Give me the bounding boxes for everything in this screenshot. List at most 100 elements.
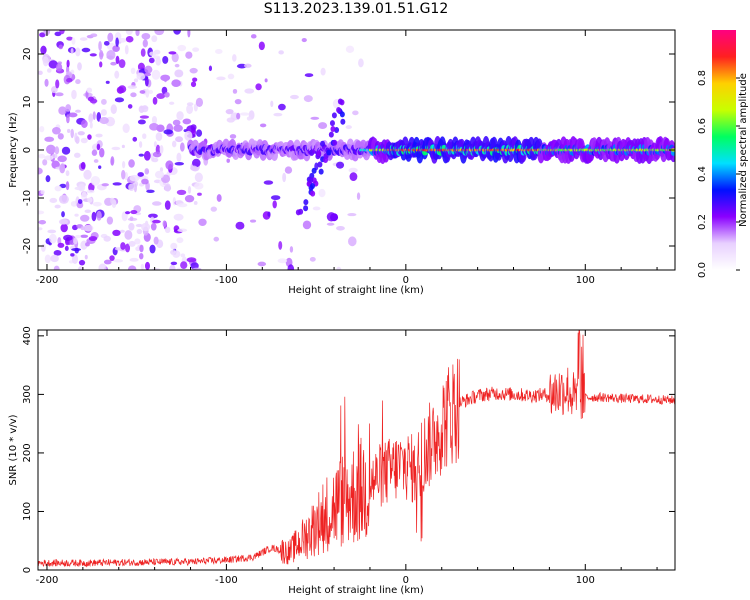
spectrogram-xtick-label: -100 [215,275,238,286]
doppler-blob [310,182,316,189]
noise-blob [129,174,140,182]
doppler-blob [316,150,322,157]
noise-blob [142,39,148,48]
noise-blob [70,128,74,139]
noise-blob [91,211,97,222]
noise-blob [55,79,60,89]
noise-blob [244,88,255,94]
doppler-blob [332,139,338,146]
noise-blob [154,30,165,36]
noise-blob [48,242,52,246]
noise-blob [115,55,120,65]
noise-blob [98,263,107,270]
noise-blob [120,242,126,250]
noise-blob [154,170,165,179]
noise-blob [186,104,194,115]
noise-blob [61,211,65,218]
noise-blob [184,130,193,141]
noise-blob [86,189,95,194]
noise-blob [144,65,153,74]
noise-blob [130,67,136,75]
noise-blob [133,78,139,83]
noise-blob [51,86,58,94]
noise-blob [152,219,161,224]
noise-blob [106,216,114,225]
noise-blob [171,140,177,148]
noise-blob [74,186,84,191]
noise-blob [89,121,93,129]
noise-blob [140,48,146,57]
noise-blob [54,146,60,155]
noise-blob [176,189,187,195]
noise-blob [192,267,202,270]
noise-blob [302,220,312,230]
noise-blob [151,157,159,163]
noise-blob [141,178,149,185]
noise-blob [80,240,88,250]
noise-blob [139,244,144,253]
noise-blob [151,35,158,43]
noise-blob [152,96,158,105]
noise-blob [267,211,271,217]
noise-blob [58,44,63,50]
noise-blob [192,158,201,168]
doppler-blob [308,177,314,184]
noise-blob [349,172,358,182]
noise-blob [40,189,45,195]
noise-blob [180,142,185,152]
noise-blob [92,201,102,207]
noise-blob [128,159,135,168]
noise-blob [235,221,245,230]
noise-blob [163,76,168,83]
noise-blob [151,267,161,270]
noise-blob [229,134,237,139]
noise-blob [153,141,157,148]
doppler-blob [303,199,309,206]
noise-blob [250,34,257,39]
colorbar-tick-label: 0.4 [697,166,708,182]
snr-xtick-label: -200 [36,575,59,586]
noise-blob [303,95,313,103]
noise-blob [38,70,43,76]
noise-blob [71,254,79,265]
noise-blob [101,183,109,187]
noise-blob [80,214,90,222]
noise-blob [150,222,157,231]
noise-blob [125,243,131,253]
noise-blob [174,161,185,166]
noise-blob [75,47,81,57]
noise-blob [86,87,93,93]
noise-blob [103,235,111,242]
noise-blob [60,223,68,233]
noise-blob [83,169,92,180]
noise-blob [119,229,125,233]
noise-blob [312,206,321,211]
noise-blob [162,55,169,64]
noise-blob [44,136,55,142]
noise-blob [139,252,144,260]
noise-blob [52,127,61,135]
noise-blob [66,78,73,83]
noise-blob [170,242,178,250]
noise-blob [214,49,223,55]
noise-blob [66,114,70,124]
noise-blob [99,116,109,125]
noise-blob [164,91,170,98]
noise-blob [208,65,213,72]
doppler-blob [298,208,304,215]
noise-blob [115,37,119,47]
noise-blob [59,163,66,174]
noise-blob [164,226,171,234]
snr-ticks: -200 -100 0 100 0 100 200 300 400 [22,326,675,586]
noise-blob [81,47,91,53]
spectrogram-xlabel: Height of straight line (km) [288,285,424,296]
noise-blob [174,69,184,78]
doppler-blob [311,167,317,174]
noise-blob [106,49,116,60]
noise-blob [356,192,361,201]
noise-blob [101,98,107,105]
noise-blob [151,201,162,206]
noise-blob [310,116,320,120]
noise-blob [49,233,57,244]
noise-blob [137,119,146,125]
